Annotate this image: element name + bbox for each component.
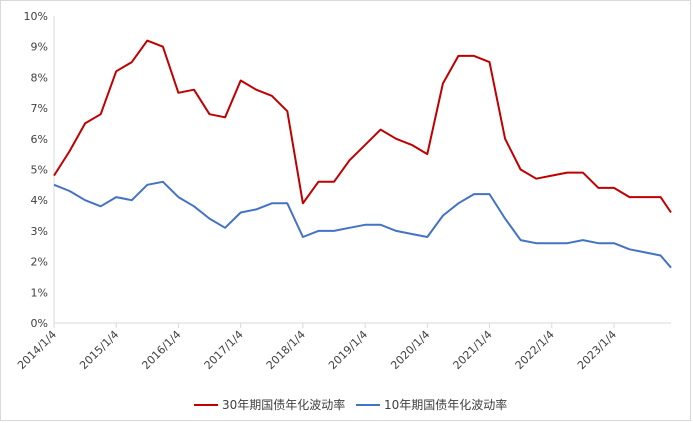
y-tick-label: 8% [31,71,48,84]
legend-10y-label: 10年期国债年化波动率 [384,397,507,412]
series-line-10y [53,180,672,269]
x-tick-label: 2018/1/4 [264,328,308,372]
y-tick-label: 3% [31,225,48,238]
y-tick-label: 6% [31,133,48,146]
series-line-30y [53,39,672,214]
x-tick-label: 2019/1/4 [326,328,370,372]
y-tick-label: 1% [31,286,48,299]
y-tick-label: 5% [31,164,48,177]
legend-30y-label: 30年期国债年化波动率 [222,397,345,412]
y-tick-label: 4% [31,194,48,207]
x-tick-label: 2014/1/4 [15,328,59,372]
x-tick-label: 2021/1/4 [451,328,495,372]
x-tick-label: 2020/1/4 [388,328,432,372]
x-tick-label: 2023/1/4 [575,328,619,372]
x-tick-label: 2016/1/4 [139,328,183,372]
y-tick-label: 9% [31,41,48,54]
y-tick-label: 0% [31,317,48,330]
y-tick-label: 10% [24,10,48,23]
x-tick-label: 2015/1/4 [77,328,121,372]
x-tick-label: 2017/1/4 [202,328,246,372]
x-tick-label: 2022/1/4 [513,328,557,372]
y-tick-label: 2% [31,256,48,269]
y-tick-label: 7% [31,102,48,115]
